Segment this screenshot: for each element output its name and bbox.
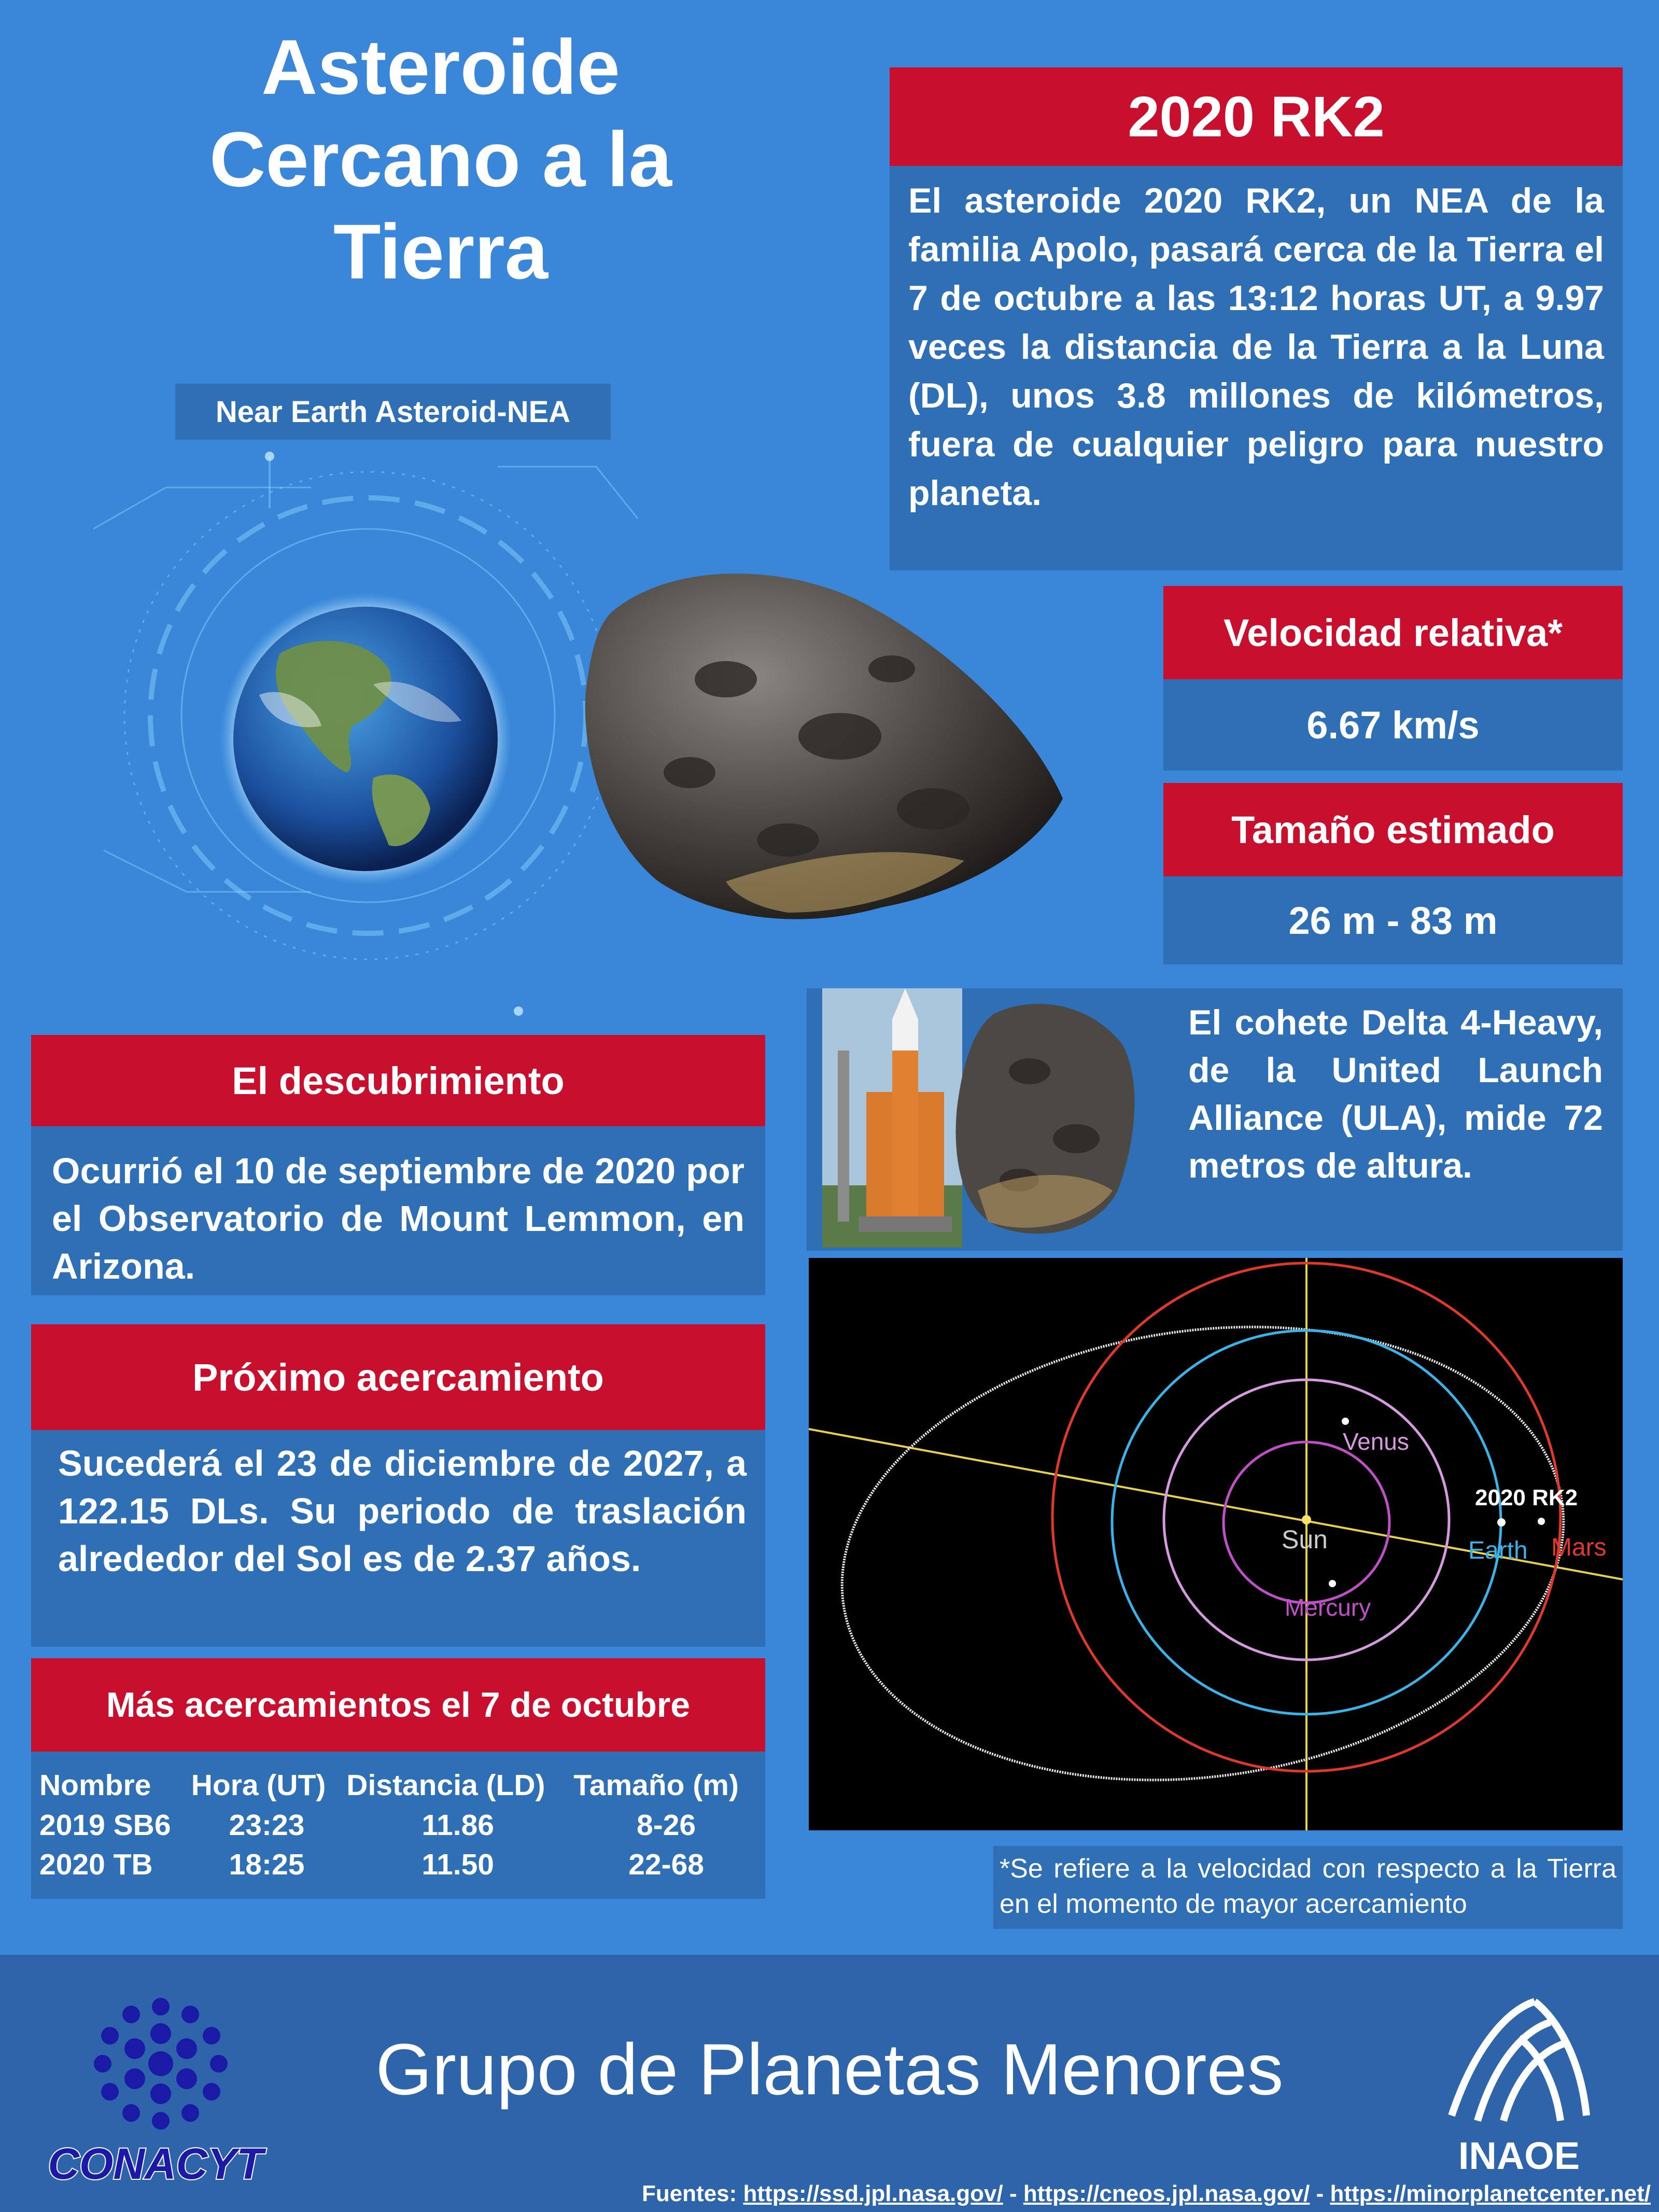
mars-label: Mars	[1551, 1534, 1607, 1561]
approaches-table-box: Nombre Hora (UT) Distancia (LD) Tamaño (…	[31, 1752, 765, 1899]
velocity-value: 6.67 km/s	[1306, 703, 1480, 747]
rocket-text-box: El cohete Delta 4-Heavy, de la United La…	[1188, 999, 1603, 1189]
table-cell: 22-68	[628, 1848, 704, 1881]
title-line-3: Tierra	[333, 208, 549, 295]
inaoe-logo	[1448, 1998, 1590, 2122]
earth-marker	[1497, 1518, 1506, 1527]
sources-label: Fuentes:	[641, 2181, 737, 2206]
size-value: 26 m - 83 m	[1288, 899, 1498, 942]
velocity-value-box: 6.67 km/s	[1163, 679, 1623, 771]
table-header-cell: Distancia (LD)	[346, 1769, 545, 1802]
title-line-1: Asteroide	[261, 23, 620, 110]
rocket-description: El cohete Delta 4-Heavy, de la United La…	[1188, 1003, 1603, 1185]
conacyt-logo	[94, 1998, 228, 2130]
table-header-cell: Hora (UT)	[191, 1769, 326, 1802]
table-cell: 2019 SB6	[39, 1809, 171, 1842]
discovery-body: Ocurrió el 10 de septiembre de 2020 por …	[52, 1151, 744, 1286]
table-row: 2019 SB6 23:23 11.86 8-26	[37, 1805, 761, 1845]
next-approach-title-bar: Próximo acercamiento	[31, 1324, 765, 1430]
asteroid-label: 2020 RK2	[1475, 1485, 1578, 1510]
next-approach-title: Próximo acercamiento	[192, 1355, 604, 1399]
rocket-comparison-box: El cohete Delta 4-Heavy, de la United La…	[807, 988, 1623, 1251]
earth-label: Earth	[1468, 1537, 1528, 1564]
rk2-title-bar: 2020 RK2	[890, 67, 1623, 166]
next-approach-body: Sucederá el 23 de diciembre de 2027, a 1…	[58, 1443, 747, 1579]
sources-line: Fuentes: https://ssd.jpl.nasa.gov/ - htt…	[642, 2181, 1651, 2207]
discovery-title: El descubrimiento	[232, 1059, 565, 1102]
approaches-table: Nombre Hora (UT) Distancia (LD) Tamaño (…	[37, 1765, 761, 1884]
title-line-2: Cercano a la	[209, 116, 672, 203]
more-approaches-title-bar: Más acercamientos el 7 de octubre	[31, 1658, 765, 1752]
mars-marker	[1538, 1518, 1545, 1525]
page-title: Asteroide Cercano a la Tierra	[78, 21, 804, 298]
table-row: 2020 TB 18:25 11.50 22-68	[37, 1845, 761, 1884]
table-header-row: Nombre Hora (UT) Distancia (LD) Tamaño (…	[37, 1765, 761, 1805]
source-separator: -	[1310, 2181, 1330, 2206]
source-link-mpc[interactable]: https://minorplanetcenter.net/	[1330, 2181, 1651, 2206]
group-name: Grupo de Planetas Menores	[375, 2028, 1284, 2110]
source-link-ssd[interactable]: https://ssd.jpl.nasa.gov/	[743, 2181, 1003, 2206]
velocity-title: Velocidad relativa*	[1223, 611, 1563, 654]
footer-band: CONACYT Grupo de Planetas Menores INAOE …	[0, 1955, 1659, 2212]
sun-marker	[1302, 1515, 1311, 1524]
table-header-cell: Tamaño (m)	[573, 1769, 739, 1802]
mercury-marker	[1329, 1580, 1336, 1587]
size-title: Tamaño estimado	[1231, 808, 1555, 851]
rocket-photo	[822, 988, 962, 1248]
venus-marker	[1342, 1418, 1349, 1425]
earth-globe-illustration	[219, 593, 512, 885]
next-approach-body-box: Sucederá el 23 de diciembre de 2027, a 1…	[31, 1430, 765, 1647]
mercury-label: Mercury	[1285, 1594, 1371, 1621]
rk2-description-box: El asteroide 2020 RK2, un NEA de la fami…	[890, 166, 1623, 570]
rk2-title: 2020 RK2	[1128, 85, 1385, 149]
mercury-orbit	[1222, 1440, 1391, 1604]
inaoe-wordmark: INAOE	[1458, 2134, 1580, 2177]
size-title-bar: Tamaño estimado	[1163, 783, 1623, 876]
rk2-description: El asteroide 2020 RK2, un NEA de la fami…	[908, 181, 1604, 513]
discovery-body-box: Ocurrió el 10 de septiembre de 2020 por …	[31, 1126, 765, 1295]
mars-orbit	[1051, 1262, 1562, 1773]
table-cell: 11.50	[421, 1848, 494, 1881]
asteroid-small-illustration	[955, 1004, 1135, 1234]
velocity-footnote: *Se refiere a la velocidad con respecto …	[1000, 1854, 1616, 1919]
venus-label: Venus	[1343, 1428, 1409, 1455]
size-value-box: 26 m - 83 m	[1163, 876, 1623, 964]
table-cell: 2020 TB	[39, 1848, 153, 1881]
conacyt-wordmark: CONACYT	[47, 2138, 264, 2189]
orbit-axis-diagonal	[809, 1428, 1623, 1580]
table-cell: 23:23	[229, 1809, 305, 1842]
table-cell: 11.86	[421, 1809, 494, 1842]
velocity-title-bar: Velocidad relativa*	[1163, 586, 1623, 679]
table-cell: 18:25	[229, 1848, 305, 1881]
table-cell: 8-26	[637, 1809, 696, 1842]
sun-label: Sun	[1282, 1525, 1328, 1554]
subtitle-text: Near Earth Asteroid-NEA	[215, 395, 571, 429]
table-header-cell: Nombre	[39, 1769, 151, 1802]
discovery-title-bar: El descubrimiento	[31, 1035, 765, 1126]
asteroid-illustration	[585, 573, 1063, 919]
velocity-footnote-box: *Se refiere a la velocidad con respecto …	[993, 1846, 1623, 1929]
venus-orbit	[1162, 1378, 1451, 1661]
asteroid-orbit	[840, 1325, 1565, 1782]
orbit-diagram: Venus Sun Mercury Earth Mars 2020 RK2	[809, 1258, 1623, 1830]
source-link-cneos[interactable]: https://cneos.jpl.nasa.gov/	[1023, 2181, 1310, 2206]
subtitle-badge: Near Earth Asteroid-NEA	[175, 384, 611, 440]
more-approaches-title: Más acercamientos el 7 de octubre	[106, 1685, 691, 1725]
source-separator: -	[1003, 2181, 1023, 2206]
